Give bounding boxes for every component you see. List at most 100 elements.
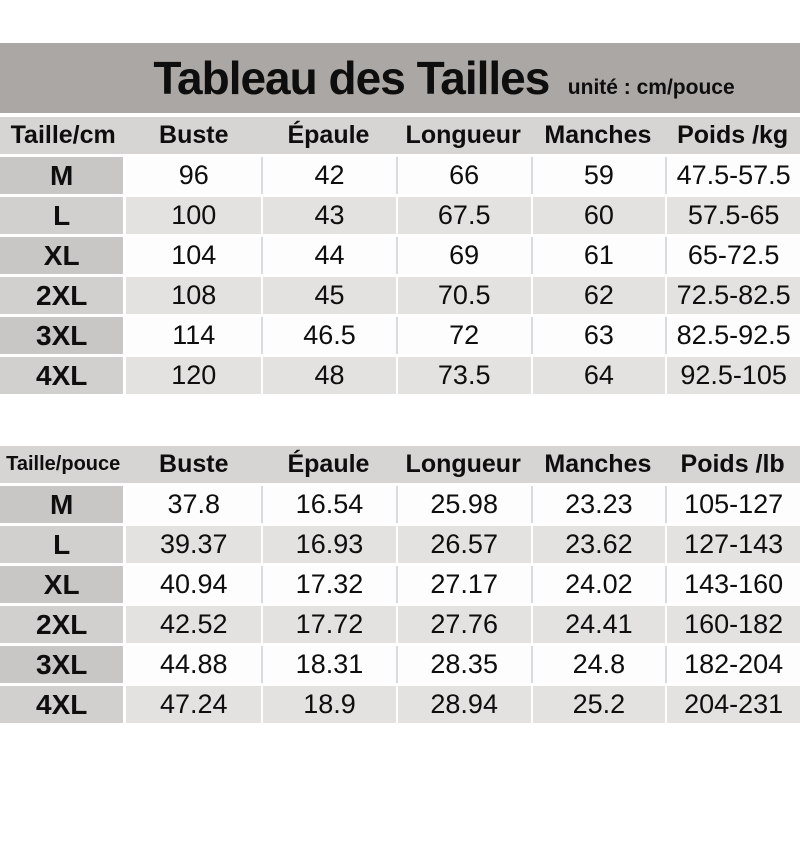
size-label-cell: XL — [0, 237, 127, 274]
value-cell: 44.88 — [126, 646, 262, 683]
header-cell-buste: Buste — [126, 117, 262, 154]
value-cell: 73.5 — [395, 357, 531, 394]
page-title: Tableau des Tailles — [153, 52, 550, 104]
value-cell: 24.8 — [530, 646, 666, 683]
value-cell: 92.5-105 — [665, 357, 800, 394]
value-cell: 28.94 — [395, 686, 531, 723]
value-cell: 18.31 — [261, 646, 396, 683]
value-cell: 69 — [395, 237, 531, 274]
table-row-m: M 37.8 16.54 25.98 23.23 105-127 — [0, 486, 800, 523]
header-cell-manches: Manches — [530, 446, 666, 483]
value-cell: 43 — [261, 197, 396, 234]
size-label-cell: 4XL — [0, 357, 127, 394]
value-cell: 64 — [530, 357, 666, 394]
value-cell: 45 — [261, 277, 396, 314]
table-row-l: L 100 43 67.5 60 57.5-65 — [0, 197, 800, 234]
value-cell: 82.5-92.5 — [665, 317, 800, 354]
value-cell: 104 — [126, 237, 262, 274]
table-row-l: L 39.37 16.93 26.57 23.62 127-143 — [0, 526, 800, 563]
value-cell: 44 — [261, 237, 396, 274]
value-cell: 160-182 — [665, 606, 800, 643]
table-row-4xl: 4XL 47.24 18.9 28.94 25.2 204-231 — [0, 686, 800, 723]
header-cell-poids-kg: Poids /kg — [665, 117, 800, 154]
value-cell: 127-143 — [665, 526, 800, 563]
table-row-m: M 96 42 66 59 47.5-57.5 — [0, 157, 800, 194]
value-cell: 47.5-57.5 — [665, 157, 800, 194]
table-row-4xl: 4XL 120 48 73.5 64 92.5-105 — [0, 357, 800, 394]
value-cell: 40.94 — [126, 566, 262, 603]
value-cell: 100 — [126, 197, 262, 234]
value-cell: 59 — [530, 157, 666, 194]
table-row-xl: XL 40.94 17.32 27.17 24.02 143-160 — [0, 566, 800, 603]
value-cell: 24.02 — [530, 566, 666, 603]
size-label-cell: XL — [0, 566, 127, 603]
value-cell: 27.76 — [395, 606, 531, 643]
value-cell: 25.98 — [395, 486, 531, 523]
value-cell: 42 — [261, 157, 396, 194]
value-cell: 61 — [530, 237, 666, 274]
value-cell: 17.72 — [261, 606, 396, 643]
value-cell: 17.32 — [261, 566, 396, 603]
value-cell: 16.93 — [261, 526, 396, 563]
size-label-cell: 4XL — [0, 686, 127, 723]
value-cell: 27.17 — [395, 566, 531, 603]
table-row-xl: XL 104 44 69 61 65-72.5 — [0, 237, 800, 274]
value-cell: 18.9 — [261, 686, 396, 723]
size-label-cell: 2XL — [0, 606, 127, 643]
value-cell: 62 — [530, 277, 666, 314]
value-cell: 42.52 — [126, 606, 262, 643]
value-cell: 105-127 — [665, 486, 800, 523]
unit-note: unité : cm/pouce — [567, 76, 735, 99]
value-cell: 48 — [261, 357, 396, 394]
value-cell: 28.35 — [395, 646, 531, 683]
value-cell: 70.5 — [395, 277, 531, 314]
table-row-2xl: 2XL 42.52 17.72 27.76 24.41 160-182 — [0, 606, 800, 643]
header-cell-poids-lb: Poids /lb — [665, 446, 800, 483]
value-cell: 23.62 — [530, 526, 666, 563]
value-cell: 24.41 — [530, 606, 666, 643]
header-cell-epaule: Épaule — [261, 117, 396, 154]
value-cell: 108 — [126, 277, 262, 314]
value-cell: 120 — [126, 357, 262, 394]
value-cell: 66 — [395, 157, 531, 194]
value-cell: 47.24 — [126, 686, 262, 723]
value-cell: 46.5 — [261, 317, 396, 354]
value-cell: 182-204 — [665, 646, 800, 683]
size-label-cell: M — [0, 157, 127, 194]
value-cell: 26.57 — [395, 526, 531, 563]
value-cell: 57.5-65 — [665, 197, 800, 234]
title-band: Tableau des Tailles unité : cm/pouce — [0, 43, 800, 113]
value-cell: 37.8 — [126, 486, 262, 523]
size-table-pouce: Taille/pouce Buste Épaule Longueur Manch… — [0, 443, 800, 726]
size-label-cell: 2XL — [0, 277, 127, 314]
value-cell: 63 — [530, 317, 666, 354]
size-label-cell: M — [0, 486, 127, 523]
header-cell-taille-cm: Taille/cm — [0, 117, 127, 154]
header-cell-buste: Buste — [126, 446, 262, 483]
table-row-2xl: 2XL 108 45 70.5 62 72.5-82.5 — [0, 277, 800, 314]
header-cell-manches: Manches — [530, 117, 666, 154]
table-row-3xl: 3XL 44.88 18.31 28.35 24.8 182-204 — [0, 646, 800, 683]
value-cell: 204-231 — [665, 686, 800, 723]
header-row-cm: Taille/cm Buste Épaule Longueur Manches … — [0, 117, 800, 154]
size-label-cell: L — [0, 526, 127, 563]
header-cell-taille-pouce: Taille/pouce — [0, 446, 127, 483]
size-label-cell: L — [0, 197, 127, 234]
value-cell: 72.5-82.5 — [665, 277, 800, 314]
header-cell-epaule: Épaule — [261, 446, 396, 483]
table-row-3xl: 3XL 114 46.5 72 63 82.5-92.5 — [0, 317, 800, 354]
value-cell: 72 — [395, 317, 531, 354]
header-cell-longueur: Longueur — [395, 117, 531, 154]
size-label-cell: 3XL — [0, 317, 127, 354]
value-cell: 143-160 — [665, 566, 800, 603]
value-cell: 96 — [126, 157, 262, 194]
value-cell: 60 — [530, 197, 666, 234]
value-cell: 16.54 — [261, 486, 396, 523]
value-cell: 25.2 — [530, 686, 666, 723]
header-cell-longueur: Longueur — [395, 446, 531, 483]
value-cell: 65-72.5 — [665, 237, 800, 274]
header-row-pouce: Taille/pouce Buste Épaule Longueur Manch… — [0, 446, 800, 483]
size-table-cm: Taille/cm Buste Épaule Longueur Manches … — [0, 114, 800, 397]
size-label-cell: 3XL — [0, 646, 127, 683]
value-cell: 114 — [126, 317, 262, 354]
